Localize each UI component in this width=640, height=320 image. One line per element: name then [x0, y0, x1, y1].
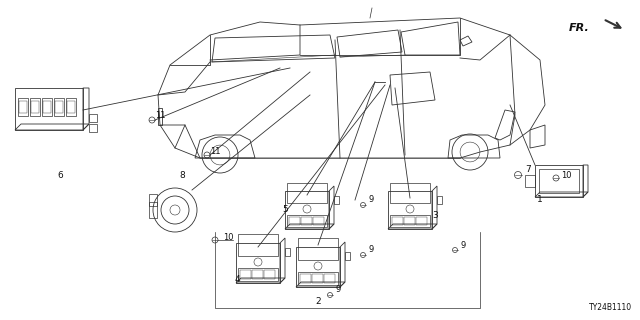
- Bar: [55, 101, 63, 113]
- Bar: [15, 88, 83, 130]
- Bar: [43, 101, 51, 113]
- Bar: [54, 98, 64, 116]
- Bar: [334, 196, 339, 204]
- Bar: [298, 238, 338, 260]
- Text: TY24B1110: TY24B1110: [589, 303, 632, 312]
- Bar: [404, 217, 415, 225]
- Bar: [149, 202, 157, 218]
- Text: 11: 11: [210, 147, 220, 156]
- Text: 9: 9: [369, 196, 374, 204]
- Bar: [345, 252, 350, 260]
- Bar: [296, 247, 340, 287]
- Bar: [238, 268, 278, 281]
- Text: 10: 10: [561, 171, 572, 180]
- Bar: [30, 98, 40, 116]
- Text: 9: 9: [335, 285, 340, 294]
- Bar: [149, 194, 157, 206]
- Bar: [31, 101, 39, 113]
- Bar: [287, 215, 327, 227]
- Bar: [390, 183, 430, 203]
- Bar: [535, 165, 583, 197]
- Bar: [289, 217, 300, 225]
- Bar: [240, 270, 251, 279]
- Bar: [539, 169, 579, 193]
- Text: 7: 7: [525, 165, 531, 174]
- Bar: [312, 274, 323, 283]
- Bar: [67, 101, 75, 113]
- Text: 9: 9: [460, 241, 466, 250]
- Bar: [285, 191, 329, 229]
- Bar: [238, 234, 278, 256]
- Text: 10: 10: [223, 233, 233, 242]
- Bar: [416, 217, 427, 225]
- Text: 4: 4: [234, 276, 240, 284]
- Text: 1: 1: [537, 196, 543, 204]
- Bar: [66, 98, 76, 116]
- Bar: [89, 114, 97, 122]
- Text: 8: 8: [179, 171, 185, 180]
- Bar: [89, 124, 97, 132]
- Bar: [390, 215, 430, 227]
- Bar: [388, 191, 432, 229]
- Text: 3: 3: [432, 211, 438, 220]
- Bar: [287, 183, 327, 203]
- Bar: [236, 243, 280, 283]
- Bar: [264, 270, 275, 279]
- Bar: [42, 98, 52, 116]
- Bar: [301, 217, 312, 225]
- Bar: [19, 101, 27, 113]
- Bar: [324, 274, 335, 283]
- Bar: [313, 217, 324, 225]
- Bar: [252, 270, 263, 279]
- Bar: [437, 196, 442, 204]
- Text: 5: 5: [282, 205, 288, 214]
- Bar: [392, 217, 403, 225]
- Text: FR.: FR.: [569, 23, 590, 33]
- Text: 6: 6: [57, 171, 63, 180]
- Text: 11: 11: [155, 111, 165, 121]
- Bar: [525, 175, 535, 187]
- Bar: [18, 98, 28, 116]
- Bar: [300, 274, 311, 283]
- Text: 9: 9: [369, 245, 374, 254]
- Bar: [285, 248, 290, 256]
- Text: 2: 2: [315, 298, 321, 307]
- Bar: [298, 272, 338, 285]
